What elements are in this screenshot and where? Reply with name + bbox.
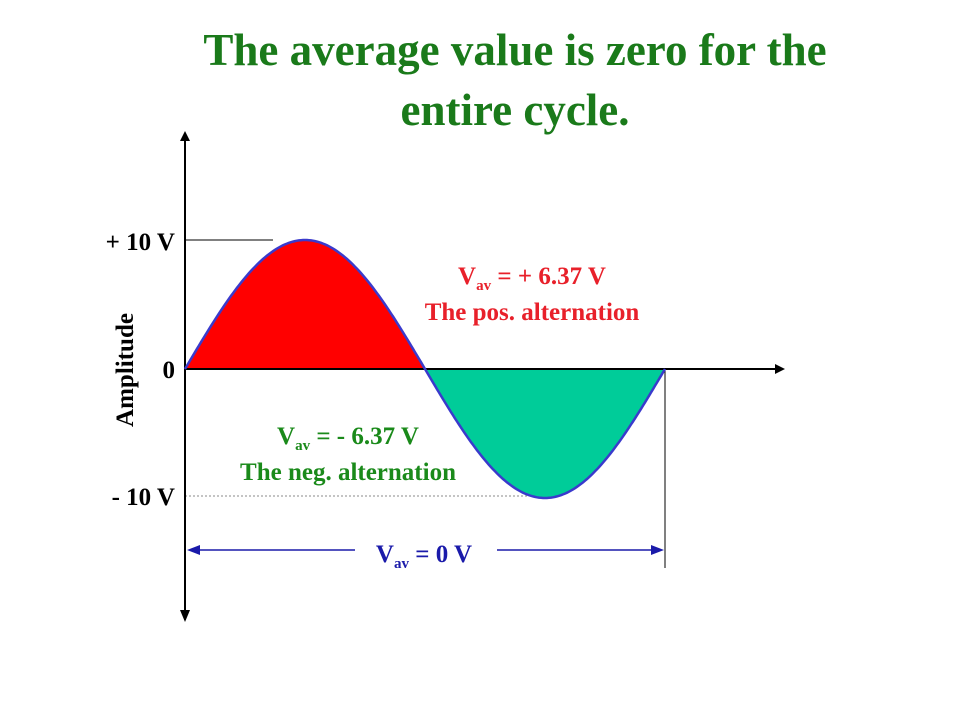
y-axis-label: Amplitude xyxy=(112,313,139,427)
negative-average-value: Vav = - 6.37 V xyxy=(277,423,419,454)
page-title: The average value is zero for the entire… xyxy=(0,20,960,140)
right-arrowhead xyxy=(651,545,664,555)
positive-average-value: Vav = + 6.37 V xyxy=(458,263,606,294)
left-arrowhead xyxy=(187,545,200,555)
full-cycle-average-value: Vav = 0 V xyxy=(376,541,472,572)
title-line-2: entire cycle. xyxy=(400,85,630,135)
tick-label-negative: - 10 V xyxy=(112,484,175,511)
tick-label-positive: + 10 V xyxy=(106,229,175,256)
title-line-1: The average value is zero for the xyxy=(203,25,827,75)
sine-wave xyxy=(183,238,667,500)
positive-caption: The pos. alternation xyxy=(425,299,640,326)
negative-average-annotation: Vav = - 6.37 V The neg. alternation xyxy=(240,423,456,486)
y-axis-down-arrow xyxy=(180,610,190,622)
negative-alternation-fill xyxy=(425,369,665,498)
full-cycle-average: Vav = 0 V xyxy=(187,541,664,572)
positive-average-annotation: Vav = + 6.37 V The pos. alternation xyxy=(425,263,640,326)
tick-label-zero: 0 xyxy=(163,357,176,384)
positive-alternation-fill xyxy=(185,240,425,369)
negative-caption: The neg. alternation xyxy=(240,459,456,486)
